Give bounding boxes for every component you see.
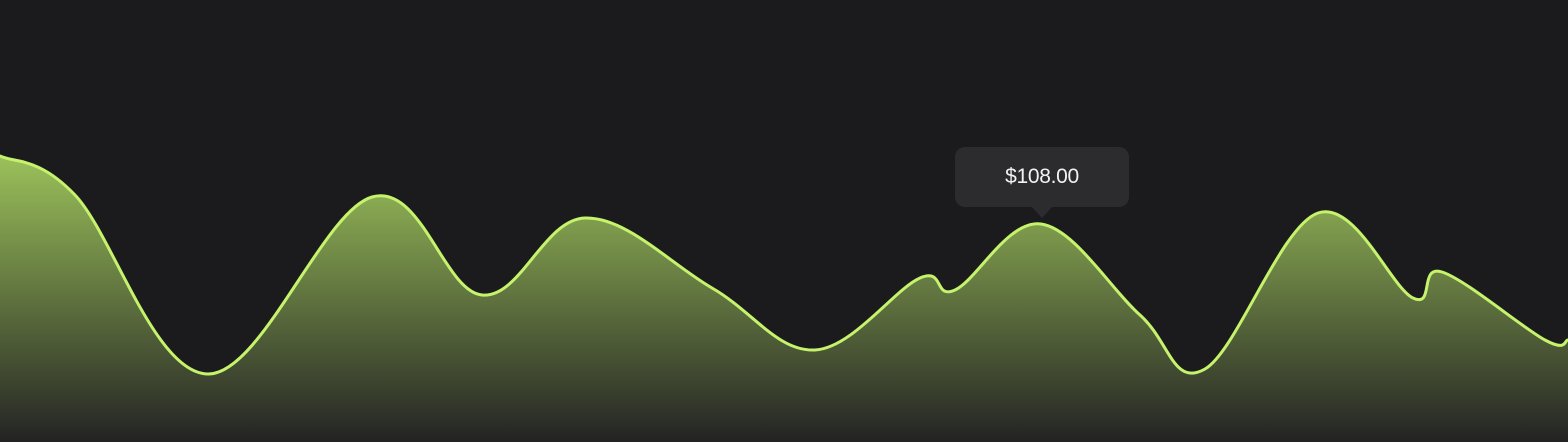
data-point[interactable] xyxy=(1134,309,1146,321)
data-point[interactable] xyxy=(69,189,81,201)
data-point[interactable] xyxy=(809,344,821,356)
data-point[interactable] xyxy=(202,368,214,380)
data-point[interactable] xyxy=(949,284,961,296)
data-point[interactable] xyxy=(1407,292,1419,304)
data-point[interactable] xyxy=(1035,218,1047,230)
data-point[interactable] xyxy=(914,272,926,284)
price-tooltip: $108.00 xyxy=(955,147,1129,207)
data-point[interactable] xyxy=(1539,334,1551,346)
data-point[interactable] xyxy=(1436,266,1448,278)
area-fill xyxy=(0,156,1568,442)
data-point[interactable] xyxy=(1199,363,1211,375)
data-point[interactable] xyxy=(706,282,718,294)
data-point[interactable] xyxy=(476,289,488,301)
tooltip-pointer xyxy=(1031,206,1053,218)
data-point[interactable] xyxy=(1312,207,1324,219)
tooltip-value: $108.00 xyxy=(1005,165,1079,188)
data-point[interactable] xyxy=(366,191,378,203)
series-line xyxy=(0,154,1568,376)
data-point[interactable] xyxy=(579,212,591,224)
